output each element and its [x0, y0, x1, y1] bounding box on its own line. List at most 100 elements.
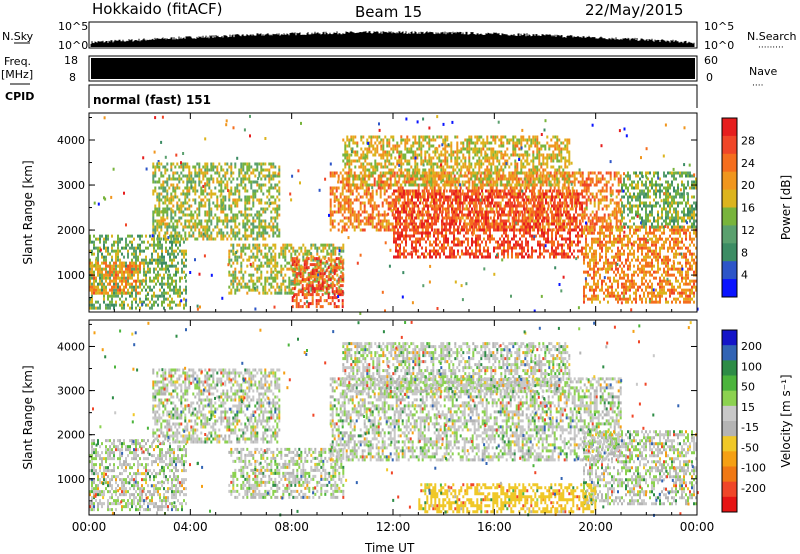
power-region [583, 225, 697, 304]
velocity-point [400, 335, 403, 339]
velocity-point [532, 464, 535, 468]
power-point [185, 298, 188, 302]
velocity-point [502, 434, 505, 438]
velocity-point [557, 326, 560, 330]
power-point [618, 129, 621, 133]
velocity-point [161, 465, 164, 469]
velocity-point [363, 415, 365, 418]
power-colorbar-tick: 4 [741, 269, 748, 282]
power-point [602, 267, 605, 271]
power-point [641, 175, 644, 179]
velocity-colorbar-tick: -50 [741, 441, 759, 454]
power-point [459, 183, 461, 187]
power-point [210, 273, 213, 277]
power-cells [228, 243, 345, 295]
velocity-colorbar-swatch [722, 451, 737, 467]
power-point [521, 128, 524, 132]
date-title: 22/May/2015 [585, 1, 683, 19]
power-point [442, 122, 445, 126]
power-cells [89, 261, 141, 295]
power-point [221, 296, 224, 300]
power-colorbar-swatch [722, 171, 737, 191]
power-cells [291, 257, 344, 309]
velocity-point [441, 443, 444, 447]
power-point [430, 200, 433, 204]
power-point [435, 146, 438, 150]
velocity-point [204, 433, 207, 436]
velocity-cells [89, 439, 187, 512]
velocity-point [661, 479, 664, 483]
velocity-point [314, 486, 317, 490]
power-point [389, 248, 392, 252]
power-region [342, 135, 571, 187]
velocity-point [404, 321, 407, 324]
power-point [161, 115, 164, 119]
velocity-cells [230, 447, 333, 499]
noise-right-bottom: 10^0 [704, 39, 734, 52]
velocity-point [447, 485, 450, 489]
velocity-point [131, 420, 134, 424]
velocity-colorbar-swatch [722, 360, 737, 376]
power-point [662, 154, 665, 158]
velocity-point [241, 361, 244, 365]
power-point [293, 267, 296, 271]
velocity-point [209, 509, 211, 513]
power-point [93, 263, 96, 267]
velocity-point [638, 402, 641, 406]
power-cells [342, 135, 571, 187]
power-point [578, 168, 581, 172]
power-point [204, 137, 207, 141]
velocity-colorbar-swatch [722, 330, 737, 346]
velocity-point [133, 343, 136, 347]
power-point [384, 309, 386, 313]
power-point [103, 116, 106, 120]
velocity-point [696, 491, 699, 495]
power-cells [342, 135, 571, 187]
velocity-point [312, 491, 315, 495]
power-point [291, 174, 294, 178]
velocity-cells [158, 368, 273, 438]
power-point [318, 188, 321, 192]
power-point [686, 221, 688, 225]
velocity-point [187, 403, 190, 407]
velocity-point [382, 330, 385, 334]
velocity-xtick-label: 00:00 [72, 520, 107, 534]
power-point [601, 225, 604, 229]
power-point [543, 128, 546, 132]
power-point [158, 161, 160, 165]
velocity-colorbar-tick: 100 [741, 360, 762, 373]
power-point [428, 280, 431, 284]
velocity-colorbar-tick: 200 [741, 340, 762, 353]
velocity-point [372, 423, 375, 427]
velocity-point [444, 456, 447, 460]
velocity-xtick-label: 16:00 [477, 520, 512, 534]
velocity-point [263, 449, 266, 453]
power-point [145, 167, 148, 171]
velocity-cells [341, 377, 612, 462]
velocity-point [447, 427, 450, 430]
velocity-point [613, 325, 616, 329]
power-point [405, 117, 408, 121]
power-point [648, 299, 651, 303]
power-point [249, 114, 251, 118]
power-point [622, 295, 625, 299]
velocity-cells [329, 377, 622, 462]
velocity-point [119, 329, 122, 333]
velocity-point [390, 471, 393, 475]
velocity-point [639, 485, 642, 489]
power-point [400, 135, 403, 139]
power-point [577, 306, 580, 310]
power-point [570, 161, 573, 165]
power-point [614, 254, 617, 258]
power-point [615, 207, 617, 211]
velocity-point [222, 382, 224, 386]
velocity-cells [583, 430, 697, 506]
power-ytick-label: 3000 [57, 179, 85, 192]
velocity-point [150, 484, 153, 488]
power-colorbar-tick: 8 [741, 246, 748, 259]
velocity-point [424, 375, 427, 379]
velocity-point [357, 321, 360, 325]
velocity-point [305, 352, 308, 356]
power-point [521, 189, 524, 193]
power-point [636, 214, 639, 218]
